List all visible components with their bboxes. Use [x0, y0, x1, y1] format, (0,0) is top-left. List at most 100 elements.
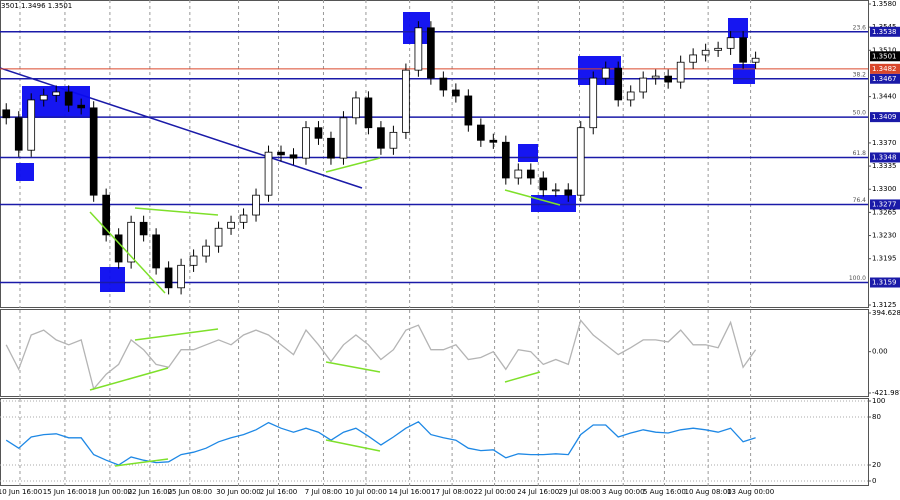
candle-body — [227, 221, 235, 229]
candle-body — [2, 109, 11, 119]
y-tick-label: 1.3300 — [872, 185, 897, 193]
candle-body — [564, 189, 573, 196]
candle-body — [739, 37, 747, 63]
candle-body — [751, 57, 760, 63]
candle-body — [202, 245, 210, 257]
level-price-box — [870, 73, 900, 84]
x-tick-label: 18 Jun 00:00 — [88, 488, 132, 496]
candle-body — [427, 27, 435, 79]
candle-body — [501, 141, 510, 179]
divergence-line — [504, 371, 541, 383]
candle-body — [14, 117, 23, 151]
plot — [0, 21, 868, 466]
candle-body — [214, 227, 223, 247]
level-price: 1.3277 — [872, 200, 897, 208]
chart-header: 3501 1.3496 1.3501 — [1, 2, 72, 10]
x-tick-label: 13 Aug 00:00 — [727, 488, 774, 496]
x-tick-label: 14 Jul 16:00 — [389, 488, 431, 496]
candle-body — [27, 99, 36, 151]
y-tick-label: 80 — [872, 413, 881, 421]
candle-body — [551, 189, 560, 192]
candle-body — [152, 234, 160, 269]
x-tick-label: 24 Jul 16:00 — [517, 488, 559, 496]
bid-label: 1.3501 — [872, 52, 897, 60]
x-tick-label: 3 Aug 00:00 — [602, 488, 645, 496]
y-tick-label: 0.00 — [872, 348, 888, 356]
level-name: 100.0 — [849, 275, 866, 282]
candle-body — [389, 131, 398, 149]
candle-body — [277, 151, 285, 156]
y-tick-label: -421.9874 — [872, 389, 900, 397]
candle-body — [402, 69, 410, 133]
level-name: 50.0 — [853, 110, 867, 117]
candle-body — [439, 77, 448, 91]
candle-body — [64, 91, 73, 106]
y-tick-label: 100 — [872, 397, 885, 405]
level-price-box — [870, 199, 900, 210]
zone-box — [16, 163, 34, 181]
candle-body — [127, 221, 135, 263]
y-tick-label: 1.3580 — [872, 0, 897, 8]
level-name: 61.8 — [853, 150, 867, 157]
indicator-line — [5, 318, 757, 391]
candle-body — [701, 49, 710, 56]
candle-body — [164, 267, 173, 289]
y-tick-label: 1.3230 — [872, 232, 897, 240]
candle-body — [526, 169, 535, 179]
divergence-line — [134, 207, 219, 216]
candle-body — [264, 151, 273, 196]
y-tick-label: 1.3440 — [872, 93, 897, 101]
y-tick-label: 0 — [872, 477, 876, 485]
price-panel — [0, 0, 869, 308]
candle-body — [414, 27, 423, 71]
candle-body — [139, 221, 148, 236]
candle-body — [102, 194, 110, 236]
candle-body — [114, 234, 123, 263]
zone-box — [100, 267, 125, 292]
divergence-lines — [89, 157, 561, 467]
divergence-line — [325, 361, 381, 373]
candle-body — [464, 95, 473, 126]
candle-body — [39, 94, 48, 101]
candle-body — [339, 117, 348, 159]
x-tick-label: 22 Jun 16:00 — [128, 488, 172, 496]
rsi-panel — [0, 398, 869, 486]
candle-body — [676, 61, 685, 83]
level-name: 23.6 — [853, 24, 867, 31]
candle-body — [52, 91, 61, 96]
y-tick-label: 1.3265 — [872, 208, 897, 216]
candle-body — [314, 127, 323, 139]
candle-body — [639, 77, 648, 93]
y-tick-label: 394.6289 — [872, 309, 900, 317]
y-tick-label: 1.3510 — [872, 46, 897, 54]
candle-body — [327, 137, 335, 159]
candle-body — [452, 89, 460, 97]
candle-body — [689, 54, 697, 63]
level-price-box — [870, 26, 900, 37]
x-tick-label: 5 Aug 16:00 — [643, 488, 686, 496]
candle-body — [576, 127, 585, 196]
y-tick-label: 1.3335 — [872, 162, 897, 170]
x-tick-label: 22 Jul 00:00 — [474, 488, 516, 496]
divergence-line — [504, 189, 561, 206]
candle-body — [726, 37, 735, 49]
divergence-line — [89, 211, 166, 294]
x-tick-label: 10 Jun 16:00 — [0, 488, 42, 496]
level-price-box — [870, 112, 900, 123]
bid-box — [870, 51, 900, 62]
divergence-line — [114, 458, 169, 467]
candle-body — [664, 75, 673, 83]
candle-body — [77, 104, 86, 109]
x-tick-label: 29 Jul 08:00 — [559, 488, 601, 496]
y-tick-label: 1.3195 — [872, 255, 897, 263]
price-line-box — [870, 63, 900, 74]
candle-body — [601, 67, 610, 79]
candle-body — [626, 91, 635, 101]
candle-body — [189, 255, 198, 266]
level-name: 76.4 — [853, 197, 867, 204]
candle-body — [352, 97, 360, 119]
candle-body — [489, 139, 498, 143]
price-line-label: 1.3482 — [872, 65, 897, 73]
